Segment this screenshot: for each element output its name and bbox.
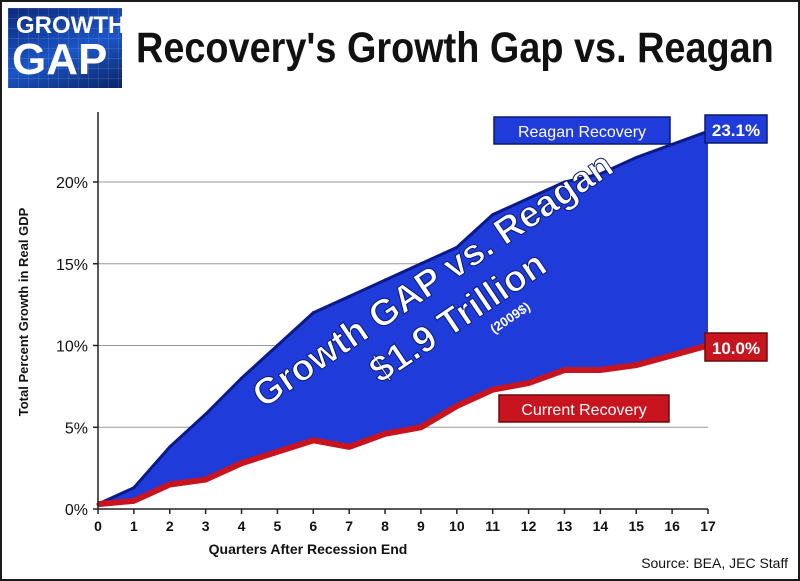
x-tick-label: 3 <box>202 518 210 534</box>
reagan-point <box>455 245 459 249</box>
logo-text-growth: GROWTH <box>16 12 122 39</box>
current-point <box>383 432 387 436</box>
current-point <box>240 461 244 465</box>
current-point <box>347 445 351 449</box>
current-point <box>168 482 172 486</box>
current-point <box>598 368 602 372</box>
x-tick-label: 4 <box>238 518 246 534</box>
y-tick-label: 20% <box>56 175 88 192</box>
reagan-point <box>598 172 602 176</box>
current-end-label: 10.0% <box>704 332 768 362</box>
x-tick-label: 15 <box>628 518 644 534</box>
x-tick-label: 6 <box>309 518 317 534</box>
reagan-point <box>240 376 244 380</box>
current-point <box>455 404 459 408</box>
reagan-point <box>132 486 136 490</box>
y-tick-label: 0% <box>65 502 88 519</box>
x-tick-label: 5 <box>274 518 282 534</box>
x-tick-label: 12 <box>521 518 537 534</box>
current-point <box>527 381 531 385</box>
reagan-point <box>527 196 531 200</box>
current-series-name: Current Recovery <box>521 402 646 419</box>
reagan-point <box>168 445 172 449</box>
reagan-point <box>204 412 208 416</box>
current-point <box>562 368 566 372</box>
current-point <box>132 499 136 503</box>
reagan-point <box>491 213 495 217</box>
source-note: Source: BEA, JEC Staff <box>641 555 788 571</box>
current-series-line <box>97 342 709 508</box>
x-tick-label: 7 <box>345 518 353 534</box>
current-point <box>670 353 674 357</box>
reagan-point <box>419 262 423 266</box>
current-end-value: 10.0% <box>712 339 760 358</box>
y-tick-label: 5% <box>65 420 88 437</box>
reagan-legend-label: Reagan Recovery <box>493 116 671 145</box>
x-tick-label: 13 <box>557 518 573 534</box>
current-point <box>204 478 208 482</box>
current-point <box>311 438 315 442</box>
current-point <box>275 450 279 454</box>
logo-grid-pattern <box>8 8 122 88</box>
x-tick-label: 2 <box>166 518 174 534</box>
y-tick-label: 15% <box>56 257 88 274</box>
x-tick-label: 9 <box>417 518 425 534</box>
y-axis-label: Total Percent Growth in Real GDP <box>16 207 31 416</box>
current-point <box>491 388 495 392</box>
current-legend-label: Current Recovery <box>498 394 670 423</box>
reagan-point <box>670 142 674 146</box>
current-point <box>419 425 423 429</box>
x-tick-label: 0 <box>94 518 102 534</box>
growth-gap-area <box>98 131 708 505</box>
current-point <box>634 363 638 367</box>
reagan-point <box>311 311 315 315</box>
reagan-end-label: 23.1% <box>704 114 768 144</box>
x-tick-label: 11 <box>485 518 500 534</box>
x-tick-label: 16 <box>664 518 680 534</box>
page-title: Recovery's Growth Gap vs. Reagan <box>136 24 774 72</box>
reagan-end-value: 23.1% <box>712 121 760 140</box>
x-tick-label: 17 <box>700 518 716 534</box>
x-tick-label: 1 <box>130 518 138 534</box>
reagan-point <box>634 155 638 159</box>
logo-text-gap: GAP <box>12 35 108 84</box>
growth-gap-logo: GROWTH GAP <box>8 8 122 88</box>
x-axis-label: Quarters After Recession End <box>209 541 408 557</box>
x-tick-label: 14 <box>593 518 609 534</box>
reagan-point <box>562 180 566 184</box>
reagan-point <box>347 294 351 298</box>
reagan-series-name: Reagan Recovery <box>518 124 646 141</box>
y-tick-label: 10% <box>56 339 88 356</box>
x-tick-label: 8 <box>381 518 389 534</box>
reagan-point <box>383 278 387 282</box>
x-tick-label: 10 <box>449 518 465 534</box>
reagan-series-line <box>97 129 709 506</box>
reagan-point <box>275 344 279 347</box>
